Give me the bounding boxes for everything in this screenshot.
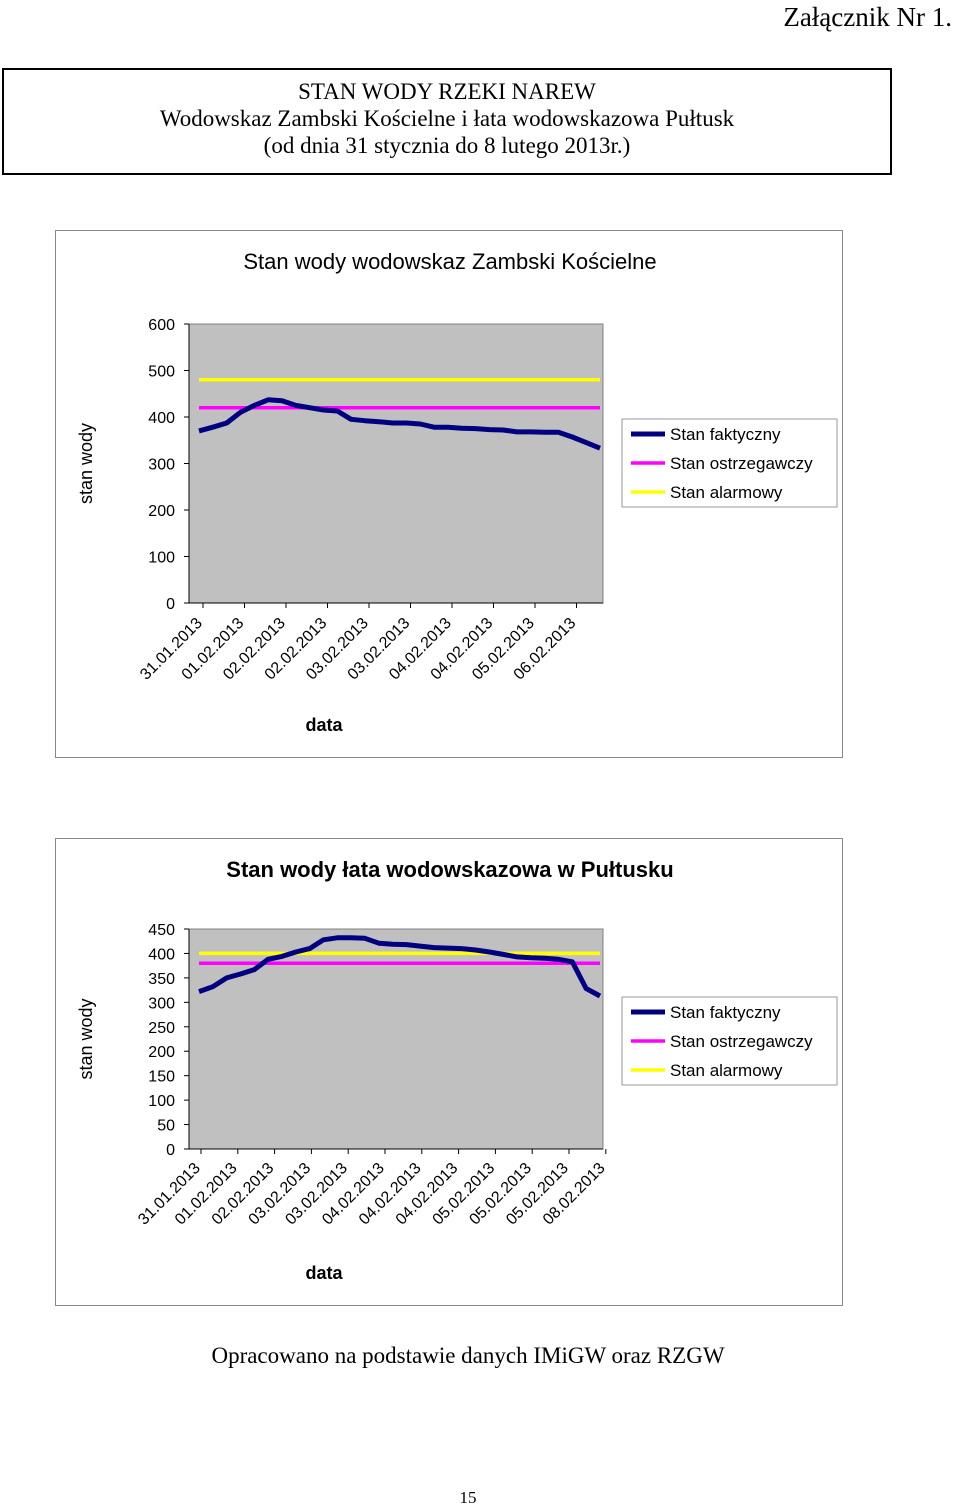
y-tick-label: 0 (166, 596, 175, 613)
legend-label: Stan alarmowy (670, 1061, 783, 1080)
legend-label: Stan faktyczny (670, 425, 781, 444)
legend-label: Stan ostrzegawczy (670, 1032, 813, 1051)
y-tick-label: 100 (148, 1093, 175, 1110)
y-tick-label: 100 (148, 550, 175, 567)
report-header: STAN WODY RZEKI NAREW Wodowskaz Zambski … (2, 68, 892, 175)
y-tick-label: 600 (148, 317, 175, 334)
page-number: 15 (459, 1488, 477, 1507)
annex-label: Załącznik Nr 1. (783, 2, 952, 32)
header-line-1: STAN WODY RZEKI NAREW (298, 79, 596, 104)
chart-pultusk: Stan wody łata wodowskazowa w Pułtusku 0 5… (55, 838, 843, 1306)
series-line-faktyczny (198, 935, 602, 999)
y-tick-label: 350 (148, 971, 175, 988)
chart-zambski-koscielne: Stan wody wodowskaz Zambski Kościelne 0 10… (55, 230, 843, 758)
y-tick-label: 150 (148, 1069, 175, 1086)
header-line-3: (od dnia 31 stycznia do 8 lutego 2013r.) (263, 133, 631, 158)
y-tick-label: 400 (148, 946, 175, 963)
legend-label: Stan alarmowy (670, 483, 783, 502)
y-tick-label: 500 (148, 364, 175, 381)
chart-title: Stan wody wodowskaz Zambski Kościelne (243, 249, 656, 274)
y-axis-label: stan wody (76, 423, 96, 504)
y-axis-label: stan wody (76, 998, 96, 1079)
plot-area (188, 323, 604, 604)
y-tick-label: 50 (157, 1118, 175, 1135)
x-axis-label: data (305, 715, 343, 735)
y-tick-label: 450 (148, 922, 175, 939)
legend-label: Stan ostrzegawczy (670, 454, 813, 473)
y-tick-label: 400 (148, 410, 175, 427)
y-tick-label: 200 (148, 503, 175, 520)
series-line-faktyczny (198, 397, 601, 451)
chart-pultusk-svg: Stan wody łata wodowskazowa w Pułtusku 0 5… (76, 857, 838, 1283)
y-tick-label: 200 (148, 1044, 175, 1061)
chart-zambski-svg: Stan wody wodowskaz Zambski Kościelne 0 10… (76, 249, 838, 735)
y-tick-label: 300 (148, 457, 175, 474)
x-axis-label: data (305, 1263, 343, 1283)
y-tick-label: 0 (166, 1142, 175, 1159)
y-tick-label: 300 (148, 995, 175, 1012)
footer-note: Opracowano na podstawie danych IMiGW ora… (211, 1343, 725, 1368)
legend-label: Stan faktyczny (670, 1003, 781, 1022)
chart-title: Stan wody łata wodowskazowa w Pułtusku (226, 857, 673, 882)
header-line-2: Wodowskaz Zambski Kościelne i łata wodow… (159, 106, 735, 131)
y-tick-label: 250 (148, 1020, 175, 1037)
